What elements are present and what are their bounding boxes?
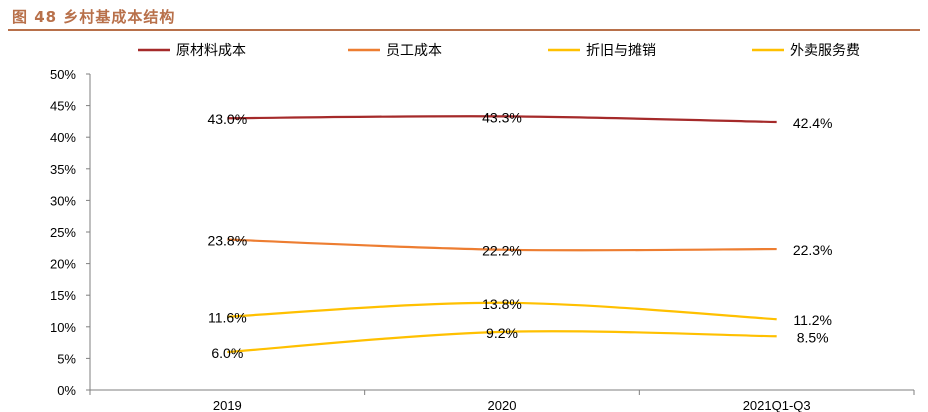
legend-label: 原材料成本 — [176, 43, 246, 59]
data-label: 22.2% — [482, 243, 522, 259]
data-label: 6.0% — [211, 345, 243, 361]
legend-label: 外卖服务费 — [790, 43, 860, 59]
data-label: 22.3% — [793, 242, 833, 258]
data-label: 13.8% — [482, 296, 522, 312]
y-tick-label: 30% — [50, 193, 76, 208]
y-tick-label: 35% — [50, 162, 76, 177]
y-tick-label: 25% — [50, 225, 76, 240]
x-axis: 2019 2020 2021Q1-Q3 — [89, 389, 915, 412]
y-tick-label: 50% — [50, 67, 76, 82]
figure-title: 图 48 乡村基成本结构 — [12, 8, 176, 26]
y-tick-label: 10% — [50, 320, 76, 335]
data-label: 11.6% — [208, 310, 247, 326]
data-label: 11.2% — [793, 312, 832, 328]
title-rule — [8, 29, 920, 31]
series-lines — [227, 115, 777, 354]
y-axis: 0% 5% 10% 15% 20% 25% 30% 35% 40% 45% 50% — [50, 67, 91, 398]
data-label: 43.3% — [482, 109, 522, 125]
data-label: 43.0% — [207, 111, 247, 127]
y-tick-label: 5% — [57, 351, 76, 366]
y-tick-label: 0% — [57, 383, 76, 398]
x-tick-label: 2019 — [213, 398, 242, 412]
series-line — [227, 238, 777, 252]
figure-header: 图 48 乡村基成本结构 — [0, 0, 928, 31]
legend-label: 折旧与摊销 — [586, 43, 656, 59]
legend-label: 员工成本 — [386, 43, 442, 59]
legend: 原材料成本 员工成本 折旧与摊销 外卖服务费 — [138, 43, 860, 59]
data-label: 9.2% — [486, 325, 518, 341]
y-tick-label: 20% — [50, 257, 76, 272]
y-tick-label: 45% — [50, 99, 76, 114]
y-tick-label: 15% — [50, 288, 76, 303]
data-label: 42.4% — [793, 115, 833, 131]
x-tick-label: 2021Q1-Q3 — [743, 398, 811, 412]
series-line — [227, 330, 777, 354]
series-line — [227, 115, 777, 124]
x-tick-label: 2020 — [488, 398, 517, 412]
series-line — [227, 301, 777, 321]
data-label: 23.8% — [207, 233, 247, 249]
data-labels: 43.0% 43.3% 42.4% 23.8% 22.2% 22.3% 11.6% 13.8%… — [207, 109, 832, 361]
data-label: 8.5% — [797, 329, 829, 345]
y-tick-label: 40% — [50, 130, 76, 145]
